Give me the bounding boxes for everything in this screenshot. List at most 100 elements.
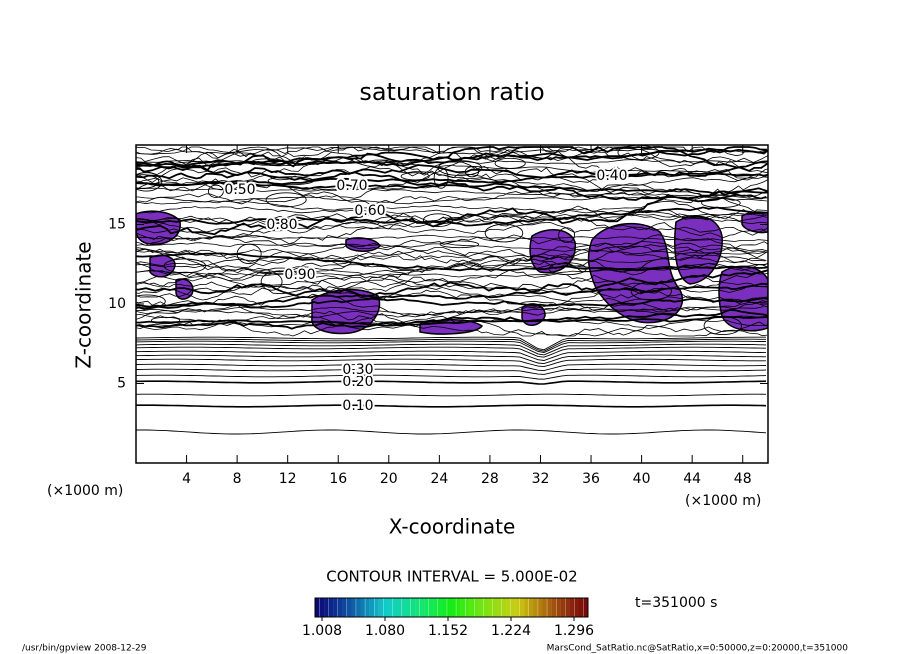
contour-loop — [437, 160, 483, 176]
contour-label: 0.90 — [284, 267, 315, 283]
contour-line — [136, 187, 768, 236]
colorbar-cell — [464, 597, 471, 618]
colorbar-cell — [578, 598, 584, 617]
contour-line — [136, 363, 767, 372]
contour-loop — [136, 172, 163, 192]
y-tick-label: 5 — [117, 376, 126, 392]
contour-loop — [630, 281, 672, 301]
contour-loop — [701, 197, 741, 209]
colorbar-cell — [433, 598, 439, 617]
colorbar-cell — [515, 598, 521, 617]
time-label: t=351000 s — [635, 595, 717, 611]
contour-line — [136, 206, 768, 219]
x-tick-label: 12 — [279, 471, 297, 487]
colorbar-tick-label: 1.224 — [491, 623, 531, 639]
colorbar-cell — [469, 598, 475, 617]
contour-label: 0.50 — [224, 182, 255, 198]
contour-line — [136, 242, 768, 255]
contour-line — [136, 160, 765, 176]
contour-label: 0.80 — [266, 217, 297, 233]
contour-line — [136, 393, 767, 397]
contour-line — [136, 315, 768, 327]
colorbar-cell — [392, 597, 398, 618]
x-tick-label: 24 — [430, 471, 448, 487]
y-unit: (×1000 m) — [685, 493, 761, 509]
colorbar-cell — [497, 598, 502, 617]
contour-interval: CONTOUR INTERVAL = 5.000E-02 — [326, 568, 577, 586]
contour-line — [136, 309, 768, 330]
contour-loop — [163, 258, 207, 274]
contour-line — [136, 160, 768, 180]
colorbar-cell — [315, 598, 320, 617]
contour-line — [136, 148, 768, 169]
contour-lines — [136, 145, 768, 435]
contour-label: 0.10 — [342, 398, 373, 414]
colorbar-cell — [565, 597, 571, 618]
x-tick-label: 4 — [182, 471, 191, 487]
colorbar-cell — [424, 598, 430, 617]
colorbar-tick-label: 1.008 — [302, 623, 342, 639]
colorbar-cell — [487, 598, 493, 617]
colorbar-tick-label: 1.152 — [428, 623, 468, 639]
colorbar-cell — [551, 598, 557, 617]
x-tick-label: 28 — [481, 471, 499, 487]
contour-line — [136, 293, 768, 317]
contour-line — [136, 234, 768, 252]
contour-loop — [548, 262, 587, 276]
contour-line — [136, 368, 767, 375]
contour-loop — [484, 223, 524, 243]
colorbar-cell — [560, 598, 566, 617]
colorbar-cell — [355, 597, 361, 618]
colorbar-cell — [319, 597, 325, 618]
colorbar-cell — [519, 597, 525, 618]
x-tick-label: 36 — [582, 471, 600, 487]
contour-line — [136, 350, 767, 361]
contour-line — [136, 354, 767, 365]
contour-line — [136, 305, 768, 337]
colorbar-cell — [524, 598, 530, 617]
contour-line — [136, 380, 767, 385]
colorbar-cell — [415, 598, 420, 617]
contour-line — [136, 246, 768, 275]
contour-label: 0.20 — [342, 374, 373, 390]
colorbar-cell — [428, 597, 434, 618]
footer-right: MarsCond_SatRatio.nc@SatRatio,x=0:50000,… — [547, 644, 849, 654]
colorbar-cell — [360, 598, 366, 617]
colorbar-cell — [446, 597, 452, 618]
contour-line — [136, 306, 764, 319]
colorbar-cell — [501, 597, 507, 618]
contour-line — [136, 184, 768, 206]
contour-line — [136, 346, 767, 358]
plot-area — [136, 145, 768, 435]
contour-loop — [236, 243, 262, 265]
chart-title: saturation ratio — [359, 78, 544, 106]
y-axis-label: Z-coordinate — [72, 241, 96, 368]
contour-line — [136, 374, 767, 380]
colorbar-cell — [460, 598, 466, 617]
y-tick-label: 15 — [108, 217, 126, 233]
footer-left: /usr/bin/gpview 2008-12-29 — [22, 644, 147, 654]
contour-line — [136, 244, 767, 263]
x-tick-label: 40 — [633, 471, 651, 487]
contour-loop — [558, 227, 576, 243]
colorbar-frame — [314, 597, 589, 618]
x-tick-label: 16 — [329, 471, 347, 487]
x-tick-label: 20 — [380, 471, 398, 487]
colorbar-cell — [478, 598, 484, 617]
colorbar-cell — [569, 598, 575, 617]
colorbar-tick-label: 1.080 — [365, 623, 405, 639]
contour-loop — [494, 157, 526, 169]
colorbar-cell — [542, 598, 548, 617]
contour-line — [136, 404, 767, 408]
contour-loop — [400, 172, 430, 181]
contour-line — [136, 297, 768, 311]
colorbar-cell — [346, 597, 352, 618]
x-tick-label: 32 — [532, 471, 550, 487]
contour-label: 0.40 — [596, 168, 627, 184]
colorbar-cell — [451, 598, 457, 617]
colorbar-cell — [455, 597, 462, 618]
colorbar-cell — [492, 597, 498, 618]
colorbar-cell — [483, 597, 489, 618]
contour-line — [136, 336, 766, 351]
contour-line — [136, 212, 768, 236]
